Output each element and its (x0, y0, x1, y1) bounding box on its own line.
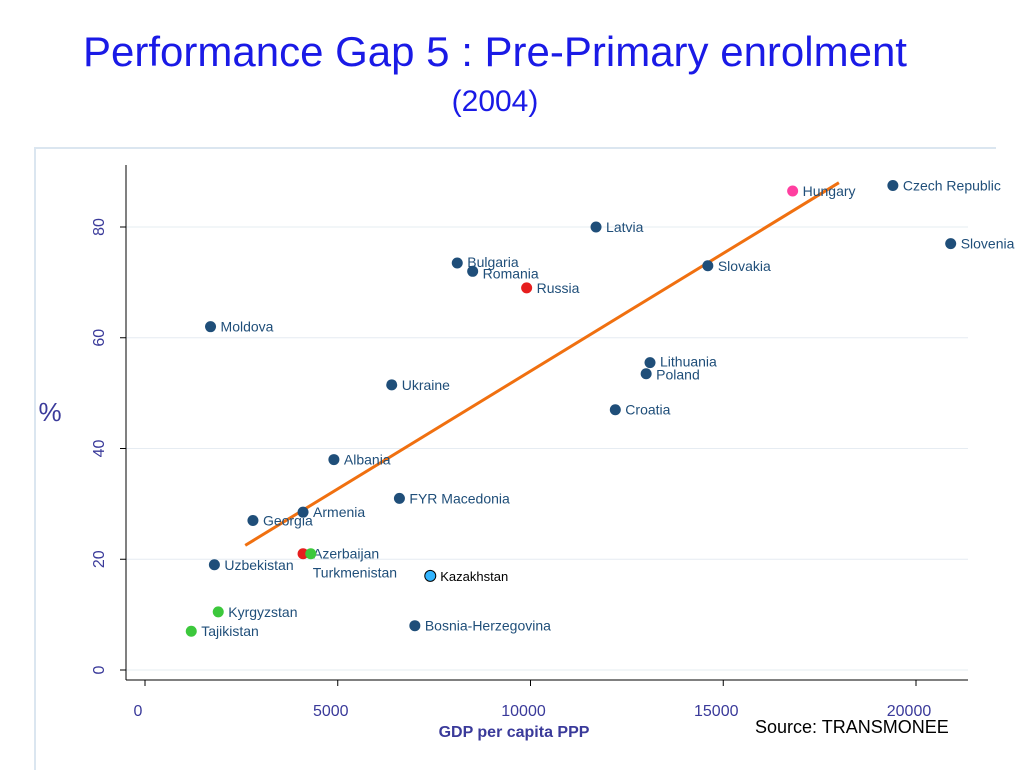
point-label-croatia: Croatia (625, 402, 670, 418)
point-label-hungary: Hungary (803, 183, 856, 199)
point-azerbaijan (297, 548, 309, 560)
point-poland (640, 368, 652, 380)
point-kyrgyzstan (212, 606, 224, 618)
page-subtitle: (2004) (451, 85, 539, 118)
x-tick-label: 5000 (313, 703, 349, 720)
point-label-russia: Russia (537, 280, 580, 296)
point-hungary (787, 185, 799, 197)
point-label-slovakia: Slovakia (718, 258, 771, 274)
y-axis-title: % (38, 397, 61, 427)
trend-line (244, 181, 840, 547)
point-armenia (297, 506, 309, 518)
point-russia (521, 282, 533, 294)
y-tick-label: 0 (91, 665, 108, 674)
x-axis-title: GDP per capita PPP (439, 724, 590, 741)
point-label-lithuania: Lithuania (660, 354, 717, 370)
y-tick-label: 40 (91, 440, 108, 458)
point-label-tajikistan: Tajikistan (201, 623, 259, 639)
y-tick-label: 60 (91, 329, 108, 347)
point-label-slovenia: Slovenia (961, 236, 1015, 252)
point-label-ukraine: Ukraine (402, 377, 450, 393)
point-fyr-macedonia (393, 492, 405, 504)
point-romania (467, 265, 479, 277)
point-label-kyrgyzstan: Kyrgyzstan (228, 604, 297, 620)
point-label-turkmenistan: Turkmenistan (313, 565, 397, 581)
point-moldova (205, 321, 217, 333)
point-label-romania: Romania (483, 265, 539, 281)
x-tick-label: 15000 (694, 703, 739, 720)
point-label-bulgaria: Bulgaria (467, 254, 519, 270)
point-label-latvia: Latvia (606, 219, 644, 235)
point-czech-republic (887, 179, 899, 191)
point-label-poland: Poland (656, 367, 700, 383)
point-label-czech-republic: Czech Republic (903, 177, 1001, 193)
point-bulgaria (451, 257, 463, 269)
x-tick-label: 20000 (887, 703, 932, 720)
x-tick-label: 0 (134, 703, 143, 720)
chart-frame (34, 147, 996, 770)
point-label-uzbekistan: Uzbekistan (224, 557, 293, 573)
point-albania (328, 454, 340, 466)
page-title: Performance Gap 5 : Pre-Primary enrolmen… (83, 28, 907, 75)
point-ukraine (386, 379, 398, 391)
y-tick-label: 80 (91, 218, 108, 236)
point-label-armenia: Armenia (313, 504, 365, 520)
point-label-kazakhstan: Kazakhstan (440, 569, 508, 584)
point-croatia (609, 404, 621, 416)
point-georgia (247, 514, 259, 526)
point-label-albania: Albania (344, 452, 391, 468)
source-note: Source: TRANSMONEE (755, 717, 949, 737)
point-slovakia (702, 260, 714, 272)
point-kazakhstan (424, 569, 437, 582)
point-label-bosnia-herzegovina: Bosnia-Herzegovina (425, 618, 551, 634)
x-tick-label: 10000 (501, 703, 546, 720)
point-label-georgia: Georgia (263, 512, 313, 528)
point-uzbekistan (208, 559, 220, 571)
point-turkmenistan (305, 548, 317, 560)
point-latvia (590, 221, 602, 233)
point-lithuania (644, 357, 656, 369)
point-bosnia-herzegovina (409, 620, 421, 632)
point-label-fyr-macedonia: FYR Macedonia (409, 490, 510, 506)
point-slovenia (945, 238, 957, 250)
point-label-azerbaijan: Azerbaijan (313, 546, 379, 562)
point-tajikistan (185, 625, 197, 637)
point-label-moldova: Moldova (221, 319, 274, 335)
y-tick-label: 20 (91, 550, 108, 568)
